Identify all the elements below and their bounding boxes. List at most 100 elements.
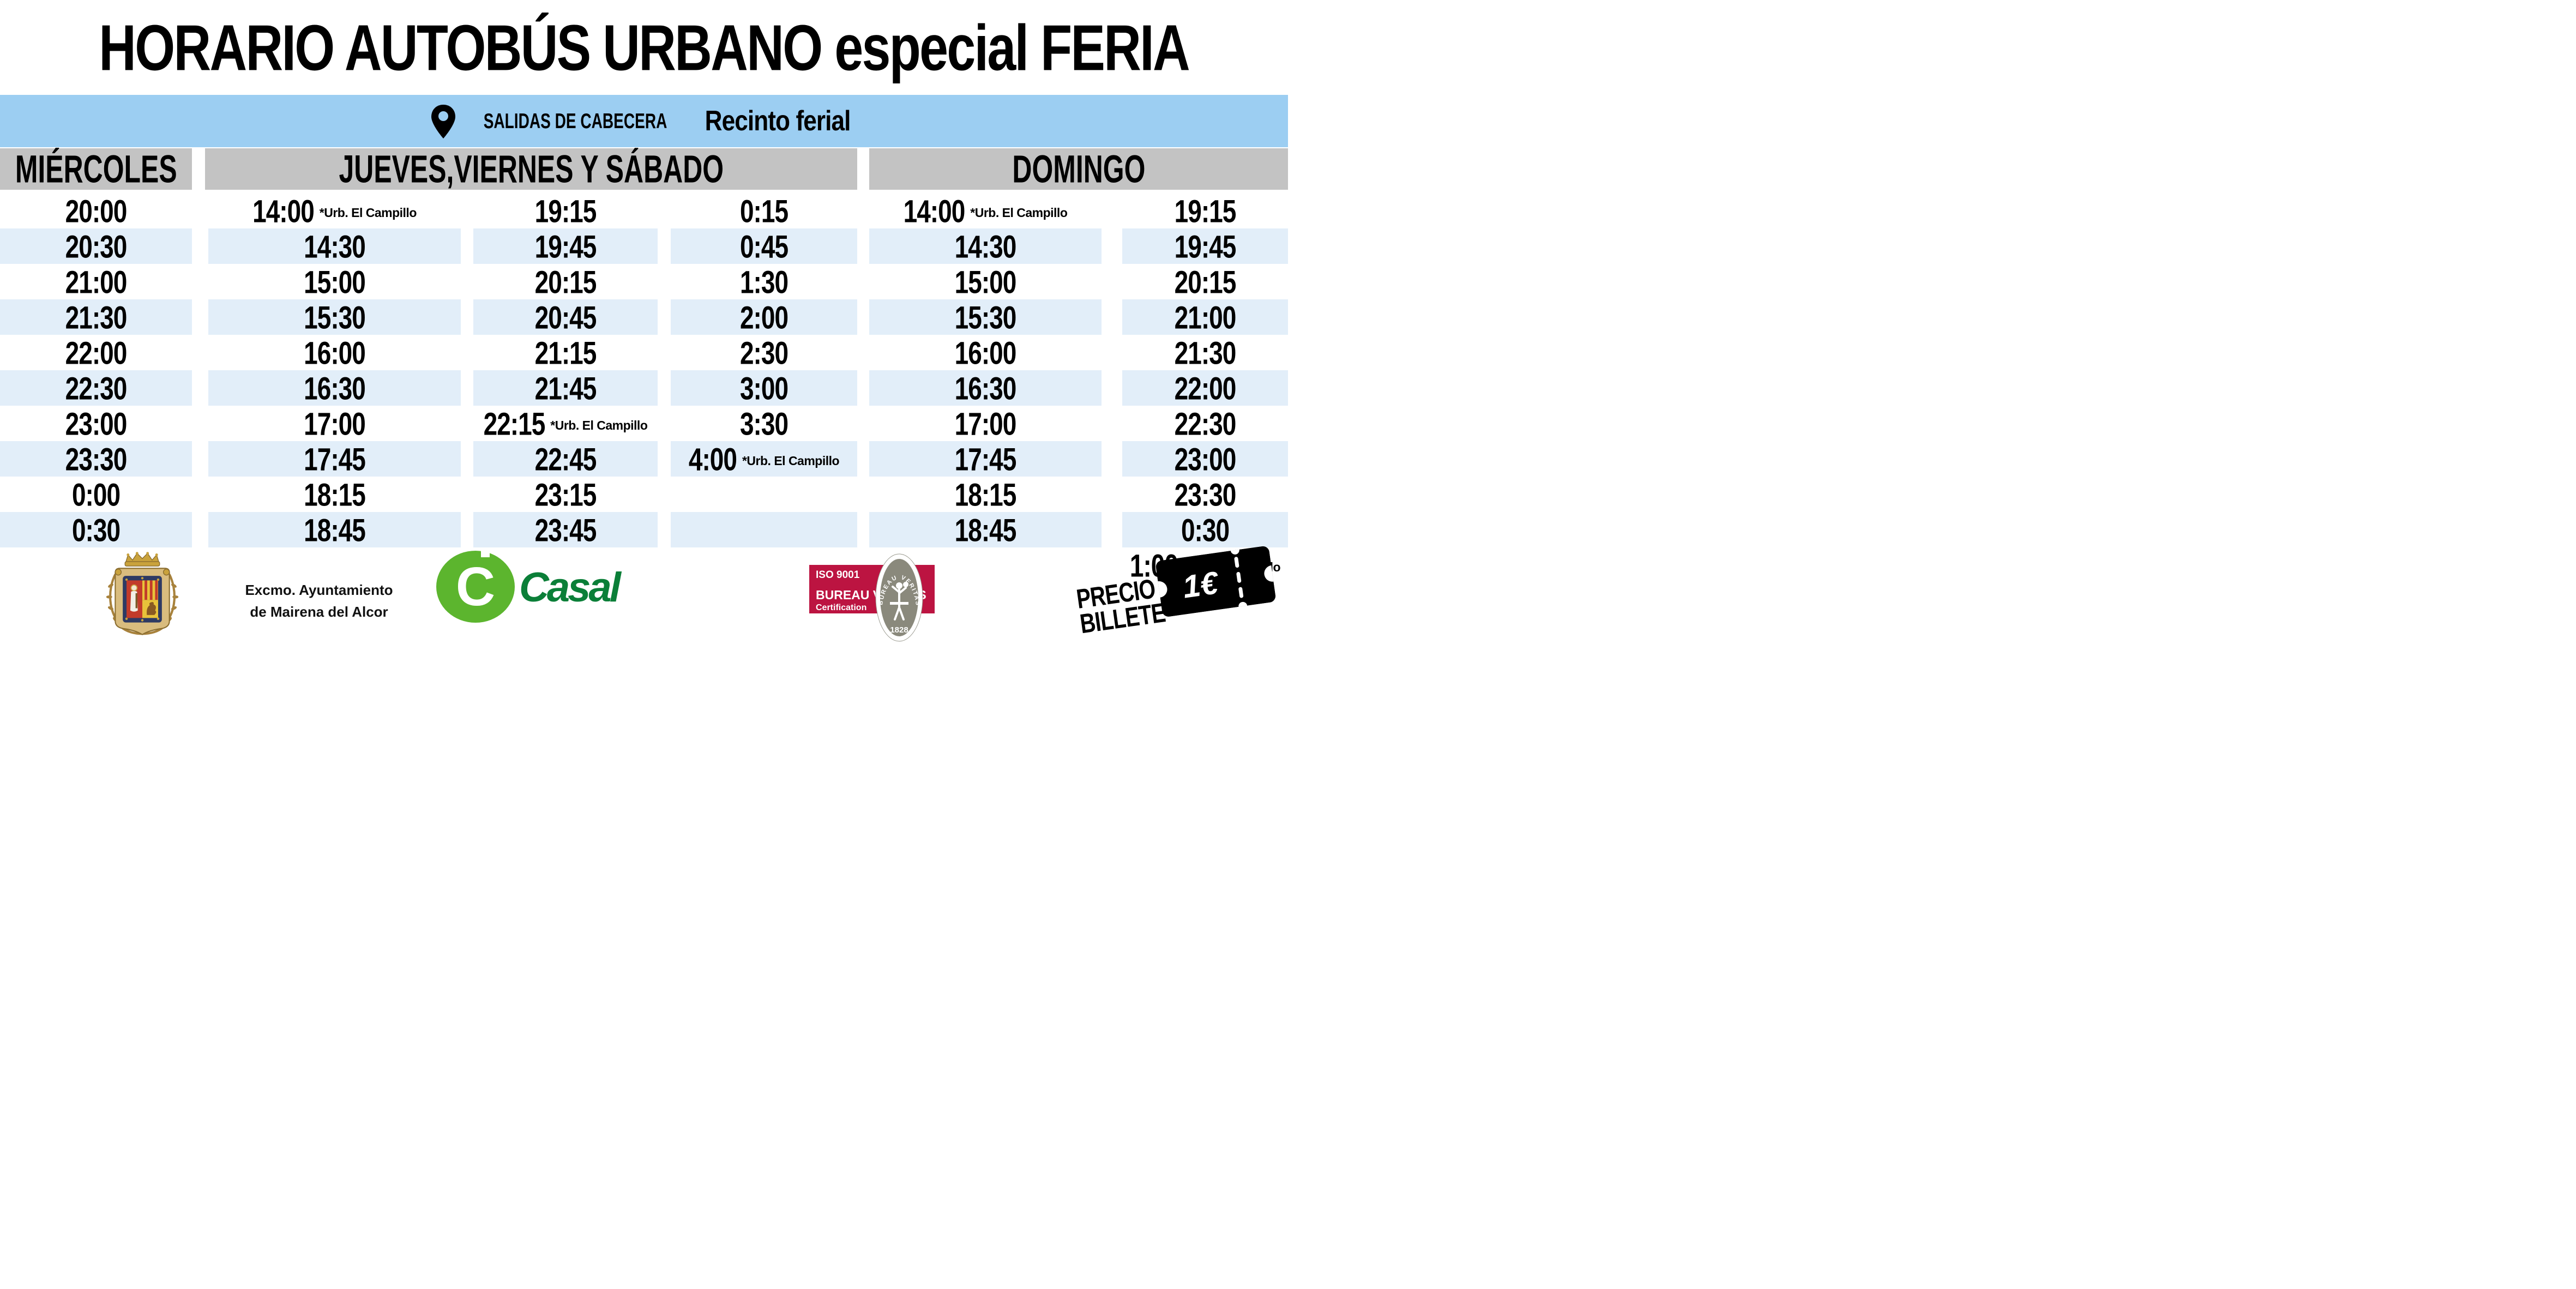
time-label: 22:15 bbox=[483, 405, 546, 442]
time-label: 4:00 bbox=[688, 441, 737, 477]
time-label: 3:00 bbox=[739, 370, 789, 406]
medallion-year: 1828 bbox=[890, 625, 908, 635]
time-label: 2:30 bbox=[739, 334, 789, 371]
schedule-row: 0:30 bbox=[0, 512, 192, 547]
time-label: 22:30 bbox=[65, 370, 128, 406]
schedule-row: 0:45 bbox=[671, 228, 857, 264]
schedule-row: 17:00 bbox=[869, 406, 1102, 441]
time-label: 3:30 bbox=[739, 405, 789, 442]
schedule-row: 21:30 bbox=[1122, 335, 1288, 370]
schedule-row: 15:00 bbox=[208, 264, 461, 299]
casal-logo-icon: C bbox=[436, 549, 515, 623]
time-label: 15:00 bbox=[954, 263, 1017, 300]
departures-banner: SALIDAS DE CABECERA Recinto ferial bbox=[0, 95, 1288, 147]
jueves-times-column-1: 14:00 *Urb. El Campillo 14:30 15:00 15:30 16:… bbox=[208, 193, 461, 547]
time-label: 16:30 bbox=[304, 370, 366, 406]
time-label: 17:45 bbox=[954, 441, 1017, 477]
schedule-row: 1:30 bbox=[671, 264, 857, 299]
schedule-row: 21:45 bbox=[473, 370, 658, 406]
time-label: 20:00 bbox=[65, 192, 128, 229]
time-label: 23:30 bbox=[1174, 476, 1237, 513]
time-label: 21:00 bbox=[1174, 299, 1237, 335]
schedule-row: 2:30 bbox=[671, 335, 857, 370]
schedule-row: 19:45 bbox=[1122, 228, 1288, 264]
casal-monogram: C bbox=[456, 556, 495, 617]
schedule-row: 23:15 bbox=[473, 477, 658, 512]
casal-wordmark: Casal bbox=[519, 564, 621, 611]
schedule-row: 17:45 bbox=[869, 441, 1102, 477]
time-label: 18:45 bbox=[304, 511, 366, 548]
poster-title-text: HORARIO AUTOBÚS URBANO especial FERIA bbox=[99, 11, 1190, 85]
day-header-domingo: DOMINGO bbox=[869, 147, 1288, 191]
schedule-row: 21:00 bbox=[0, 264, 192, 299]
time-label: 23:15 bbox=[534, 476, 597, 513]
time-label: 22:30 bbox=[1174, 405, 1237, 442]
ticket-price-value: 1€ bbox=[1181, 565, 1222, 605]
council-name-line2: de Mairena del Alcor bbox=[250, 604, 388, 621]
time-label: 0:30 bbox=[1181, 511, 1230, 548]
schedule-row: 18:15 bbox=[208, 477, 461, 512]
time-label: 14:00 bbox=[252, 192, 315, 229]
schedule-row: 18:45 bbox=[869, 512, 1102, 547]
miercoles-times-column: 20:00 20:30 21:00 21:30 22:00 22:30 23:00 23:30… bbox=[0, 193, 192, 547]
time-label: 21:00 bbox=[65, 263, 128, 300]
jueves-times-column-2: 19:15 19:45 20:15 20:45 21:15 21:45 22:15 *Urb.… bbox=[473, 193, 658, 547]
time-label: 0:00 bbox=[71, 476, 121, 513]
time-label: 22:45 bbox=[534, 441, 597, 477]
schedule-row bbox=[671, 512, 857, 547]
departures-label: SALIDAS DE CABECERA bbox=[483, 109, 667, 133]
schedule-row: 15:00 bbox=[869, 264, 1102, 299]
schedule-row: 22:30 bbox=[1122, 406, 1288, 441]
time-label: 18:45 bbox=[954, 511, 1017, 548]
poster-title: HORARIO AUTOBÚS URBANO especial FERIA bbox=[0, 4, 1288, 92]
schedule-row: 0:15 bbox=[671, 193, 857, 228]
bureau-veritas-medallion-icon: BUREAU VERITAS 1828 bbox=[875, 553, 923, 642]
schedule-row: 18:15 bbox=[869, 477, 1102, 512]
time-label: 15:00 bbox=[304, 263, 366, 300]
schedule-row: 15:30 bbox=[869, 299, 1102, 335]
time-label: 19:15 bbox=[1174, 192, 1237, 229]
schedule-row: 23:30 bbox=[0, 441, 192, 477]
schedule-row: 17:45 bbox=[208, 441, 461, 477]
schedule-row: 14:00 *Urb. El Campillo bbox=[208, 193, 461, 228]
schedule-row: 18:45 bbox=[208, 512, 461, 547]
domingo-times-column-2: 19:15 19:45 20:15 21:00 21:30 22:00 22:30 23:00… bbox=[1122, 193, 1288, 583]
day-header-jueves-viernes-sabado: JUEVES,VIERNES Y SÁBADO bbox=[205, 147, 857, 191]
schedule-row: 22:00 bbox=[0, 335, 192, 370]
certification-label: Certification bbox=[816, 603, 867, 612]
schedule-row: 20:15 bbox=[473, 264, 658, 299]
schedule-row: 20:45 bbox=[473, 299, 658, 335]
time-label: 17:45 bbox=[304, 441, 366, 477]
time-label: 15:30 bbox=[304, 299, 366, 335]
campillo-note: *Urb. El Campillo bbox=[970, 205, 1068, 220]
time-label: 0:15 bbox=[739, 192, 789, 229]
schedule-row: 14:30 bbox=[869, 228, 1102, 264]
campillo-note: *Urb. El Campillo bbox=[319, 205, 417, 220]
time-label: 19:45 bbox=[534, 228, 597, 264]
schedule-row: 23:00 bbox=[0, 406, 192, 441]
time-label: 23:00 bbox=[1174, 441, 1237, 477]
time-label: 20:15 bbox=[1174, 263, 1237, 300]
campillo-note: *Urb. El Campillo bbox=[742, 453, 840, 468]
schedule-row: 23:45 bbox=[473, 512, 658, 547]
time-label: 22:00 bbox=[1174, 370, 1237, 406]
time-label: 15:30 bbox=[954, 299, 1017, 335]
time-label: 18:15 bbox=[954, 476, 1017, 513]
time-label: 23:00 bbox=[65, 405, 128, 442]
day-header-text: DOMINGO bbox=[1012, 147, 1146, 191]
schedule-row: 19:15 bbox=[473, 193, 658, 228]
iso-9001-label: ISO 9001 bbox=[816, 569, 860, 581]
schedule-row: 22:30 bbox=[0, 370, 192, 406]
schedule-row: 22:15 *Urb. El Campillo bbox=[473, 406, 658, 441]
time-label: 2:00 bbox=[739, 299, 789, 335]
day-header-text: JUEVES,VIERNES Y SÁBADO bbox=[339, 147, 724, 191]
time-label: 16:00 bbox=[304, 334, 366, 371]
schedule-row: 0:00 bbox=[0, 477, 192, 512]
schedule-row: 0:30 bbox=[1122, 512, 1288, 547]
schedule-row: 19:15 bbox=[1122, 193, 1288, 228]
time-label: 21:45 bbox=[534, 370, 597, 406]
schedule-row: 15:30 bbox=[208, 299, 461, 335]
schedule-row: 14:00 *Urb. El Campillo bbox=[869, 193, 1102, 228]
time-label: 21:30 bbox=[1174, 334, 1237, 371]
schedule-row: 2:00 bbox=[671, 299, 857, 335]
